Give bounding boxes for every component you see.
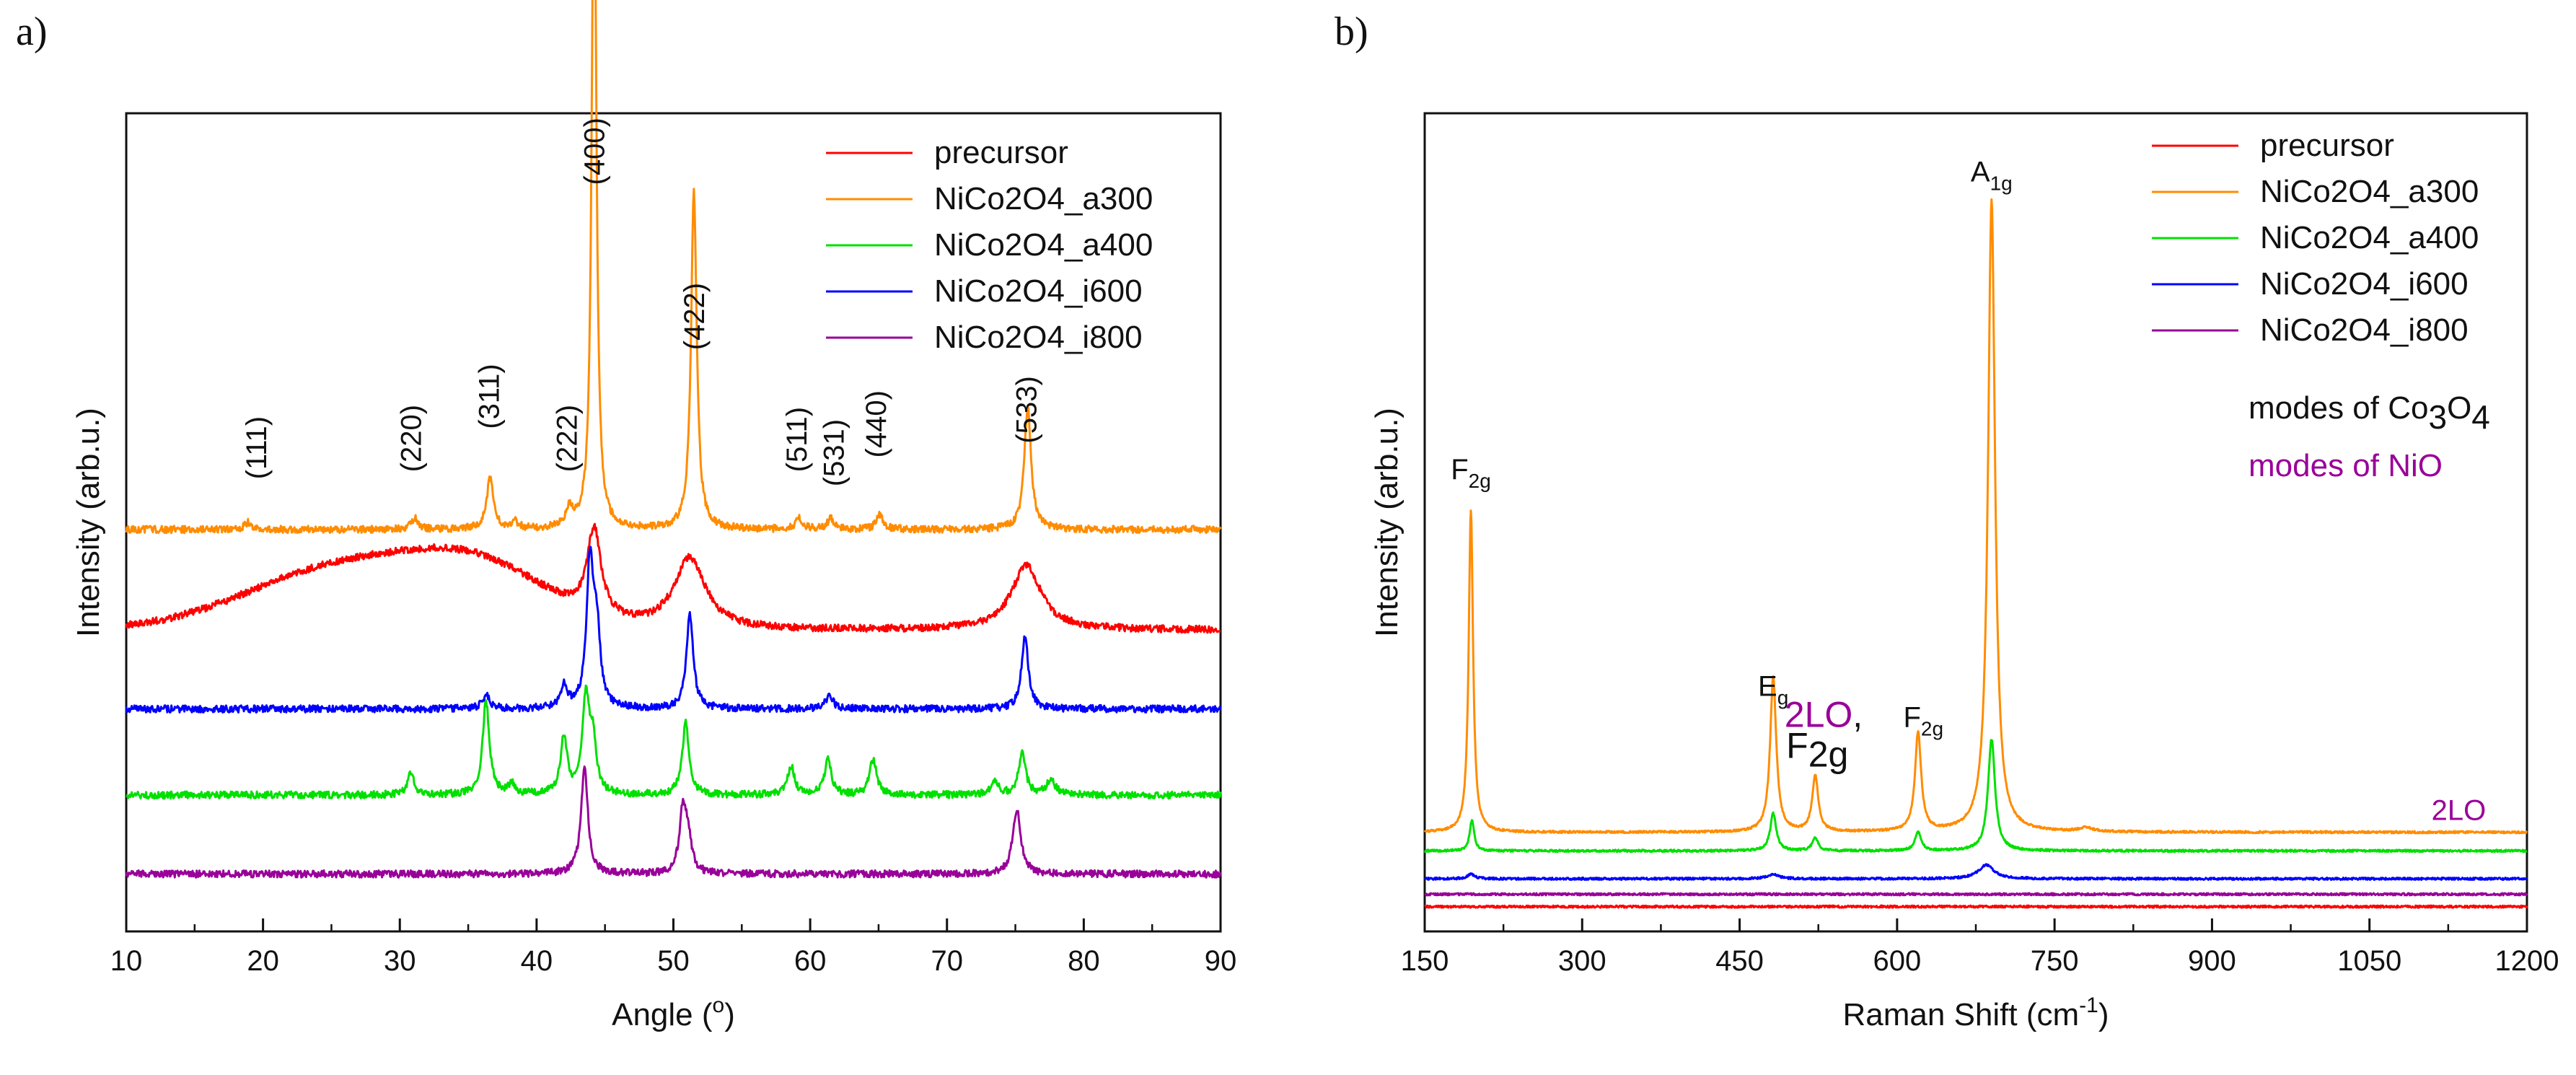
x-tick-label: 90 bbox=[1205, 945, 1237, 977]
x-axis-title-part: Angle ( bbox=[612, 997, 713, 1032]
x-axis-title-part: Raman Shift (cm bbox=[1843, 997, 2080, 1032]
panel-label: b) bbox=[1335, 9, 1368, 54]
panel-b: b) 150 300 450 600 750 900 1050 1200 Raman Shift … bbox=[1335, 9, 2559, 1032]
x-tick-label: 70 bbox=[931, 945, 964, 977]
mode-subscript: 2g bbox=[1469, 470, 1491, 492]
x-axis-title: Raman Shift (cm-1) bbox=[1843, 993, 2109, 1032]
legend-label: NiCo2O4_i800 bbox=[934, 320, 1143, 355]
hkl-label: (400) bbox=[579, 118, 611, 185]
x-tick-label: 60 bbox=[794, 945, 827, 977]
mode-subscript: 1g bbox=[1990, 172, 2013, 195]
mode-legend-part: 3 bbox=[2428, 398, 2447, 436]
x-tick-label: 10 bbox=[110, 945, 143, 977]
x-axis-title-part: ) bbox=[724, 997, 735, 1032]
series-line-precursor bbox=[125, 522, 1221, 634]
series-line-NiCo2O4_a400 bbox=[126, 684, 1222, 800]
x-tick-label: 30 bbox=[384, 945, 416, 977]
legend-label: NiCo2O4_a400 bbox=[2260, 220, 2479, 255]
x-tick-label: 300 bbox=[1558, 945, 1606, 977]
panel-label: a) bbox=[16, 9, 48, 54]
mode-legend-part: modes of Co bbox=[2248, 390, 2428, 426]
mode-subscript: 2g bbox=[1921, 718, 1943, 740]
legend-label: precursor bbox=[2260, 128, 2394, 163]
x-tick-label: 600 bbox=[1873, 945, 1921, 977]
mode-symbol: A bbox=[1971, 157, 1990, 188]
mode-symbol: F bbox=[1451, 454, 1468, 486]
mode-subscript: g bbox=[1777, 687, 1789, 709]
y-axis-title: Intensity (arb.u.) bbox=[1369, 408, 1405, 637]
x-tick-label: 150 bbox=[1401, 945, 1449, 977]
x-tick-label: 50 bbox=[657, 945, 690, 977]
legend: precursor NiCo2O4_a300 NiCo2O4_a400 NiCo2O4… bbox=[826, 135, 1153, 355]
legend-label: precursor bbox=[934, 135, 1068, 170]
x-axis-title-part: ) bbox=[2098, 997, 2109, 1032]
panel-a: a) 10 20 30 40 50 60 70 80 90 Angle (o) Intensity (… bbox=[16, 0, 1236, 1032]
legend: precursor NiCo2O4_a300 NiCo2O4_a400 NiCo2O4… bbox=[2152, 128, 2479, 348]
x-axis-title-part: -1 bbox=[2079, 993, 2098, 1017]
mode-legend-part: modes of NiO bbox=[2248, 448, 2443, 483]
raman-mode-label: F2g bbox=[1451, 454, 1491, 492]
legend-label: NiCo2O4_a400 bbox=[934, 227, 1153, 263]
legend-label: NiCo2O4_i600 bbox=[2260, 266, 2469, 302]
series-line-NiCo2O4_a400 bbox=[1423, 739, 2528, 854]
mode-subscript: 2g bbox=[1808, 734, 1849, 774]
mode-legend-part: 4 bbox=[2471, 398, 2490, 436]
series-line-NiCo2O4_i800 bbox=[1424, 892, 2528, 897]
hkl-label: (422) bbox=[679, 283, 711, 350]
series-line-precursor bbox=[1424, 904, 2528, 909]
x-tick-label: 1050 bbox=[2337, 945, 2401, 977]
y-axis-title: Intensity (arb.u.) bbox=[71, 408, 106, 637]
mode-symbol: F bbox=[1903, 702, 1920, 734]
raman-mode-label: F2g bbox=[1786, 725, 1848, 774]
legend-label: NiCo2O4_a300 bbox=[2260, 174, 2479, 209]
mode-symbol: F bbox=[1786, 725, 1808, 765]
hkl-label: (111) bbox=[241, 416, 273, 479]
x-tick-label: 1200 bbox=[2495, 945, 2559, 977]
x-axis-title-part: o bbox=[713, 993, 725, 1017]
series-line-NiCo2O4_a300 bbox=[1423, 198, 2528, 835]
mode-suffix: , bbox=[1852, 695, 1863, 735]
hkl-label: (531) bbox=[818, 419, 850, 486]
series-line-NiCo2O4_i800 bbox=[125, 765, 1222, 879]
series-line-NiCo2O4_a300 bbox=[125, 0, 1222, 535]
hkl-label: (311) bbox=[474, 364, 506, 429]
mode-symbol: 2LO bbox=[2432, 794, 2487, 826]
mode-symbol: E bbox=[1758, 671, 1777, 703]
raman-mode-label: 2LO bbox=[2432, 794, 2487, 826]
raman-mode-label: A1g bbox=[1971, 157, 2013, 195]
hkl-label: (511) bbox=[781, 407, 813, 472]
raman-mode-label: F2g bbox=[1903, 702, 1943, 740]
hkl-label: (440) bbox=[861, 390, 892, 457]
mode-legend-text: modes of NiO bbox=[2248, 448, 2443, 483]
legend-label: NiCo2O4_a300 bbox=[934, 181, 1153, 216]
x-tick-label: 750 bbox=[2031, 945, 2079, 977]
x-tick-label: 450 bbox=[1715, 945, 1764, 977]
x-tick-label: 80 bbox=[1068, 945, 1100, 977]
x-axis-title: Angle (o) bbox=[612, 993, 735, 1032]
legend-label: NiCo2O4_i600 bbox=[934, 273, 1143, 309]
mode-symbol: 2LO bbox=[1785, 695, 1853, 735]
hkl-label: (533) bbox=[1011, 376, 1043, 443]
legend-label: NiCo2O4_i800 bbox=[2260, 312, 2469, 348]
x-tick-label: 20 bbox=[247, 945, 279, 977]
mode-legend-part: O bbox=[2447, 390, 2471, 426]
x-tick-label: 900 bbox=[2188, 945, 2236, 977]
x-tick-label: 40 bbox=[521, 945, 553, 977]
hkl-label: (222) bbox=[552, 405, 584, 472]
mode-legend-text: modes of Co3O4 bbox=[2248, 390, 2490, 436]
raman-mode-label: Eg bbox=[1758, 671, 1788, 709]
hkl-label: (220) bbox=[395, 405, 427, 472]
series-line-NiCo2O4_i600 bbox=[1424, 863, 2528, 881]
series-line-NiCo2O4_i600 bbox=[125, 545, 1222, 714]
raman-mode-label: 2LO, bbox=[1785, 695, 1863, 735]
